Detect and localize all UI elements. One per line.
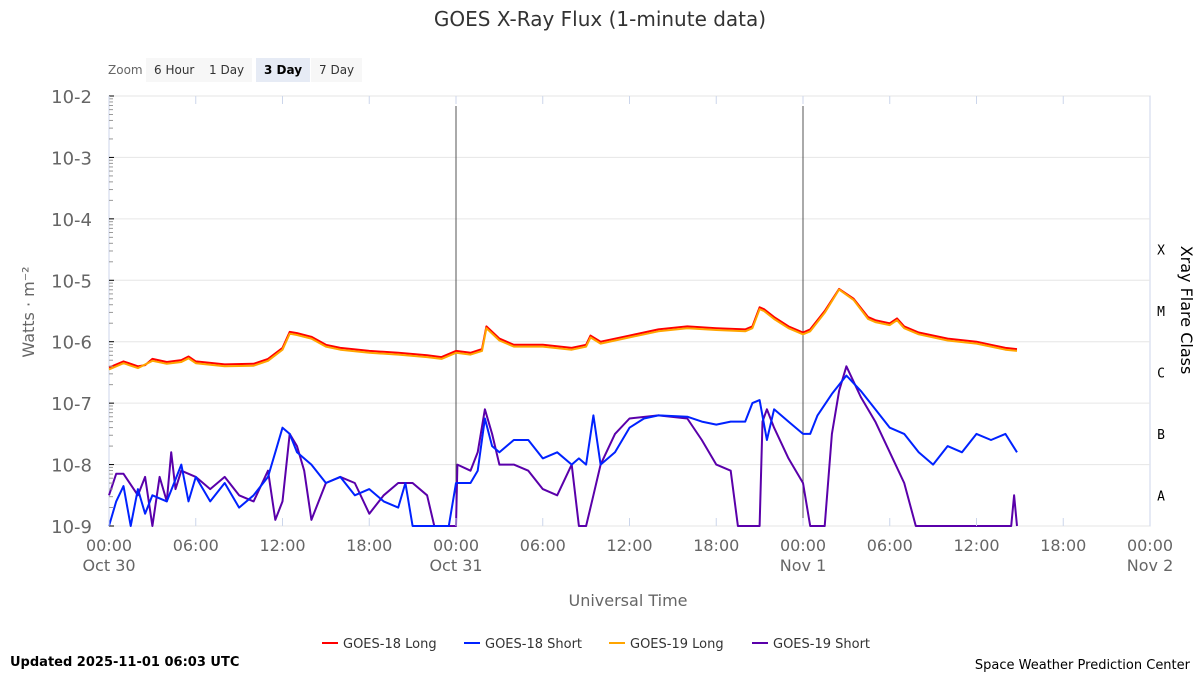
y-tick-label: 10-2 — [51, 87, 92, 108]
credit-text: Space Weather Prediction Center — [975, 658, 1191, 673]
y-tick-label: 10-7 — [51, 394, 92, 415]
x-tick-label: 06:00 — [520, 536, 566, 555]
zoom-7-day-button[interactable]: 7 Day — [311, 58, 363, 82]
zoom-1-day-button[interactable]: 1 Day — [201, 58, 253, 82]
updated-timestamp: Updated 2025-11-01 06:03 UTC — [10, 655, 239, 670]
legend-item[interactable]: GOES-18 Long — [322, 637, 437, 652]
x-tick-label: 12:00 — [953, 536, 999, 555]
legend-label: GOES-19 Short — [773, 637, 870, 652]
x-tick-label: 00:00 — [86, 536, 132, 555]
x-tick-label: 00:00 — [433, 536, 479, 555]
x-tick-label: 00:00 — [1127, 536, 1173, 555]
series-line-goes-18-long — [108, 287, 1018, 369]
y-tick-label: 10-4 — [51, 210, 92, 231]
y-tick-label: 10-9 — [51, 517, 92, 538]
x-axis-label: Universal Time — [568, 591, 687, 610]
x-tick-label: 12:00 — [606, 536, 652, 555]
chart-title: GOES X-Ray Flux (1-minute data) — [434, 7, 766, 31]
y-tick-label: 10-5 — [51, 271, 92, 292]
legend-item[interactable]: GOES-19 Short — [752, 637, 870, 652]
legend-item[interactable]: GOES-19 Long — [609, 637, 724, 652]
x-tick-label: 18:00 — [1040, 536, 1086, 555]
legend-label: GOES-19 Long — [630, 637, 724, 652]
x-tick-date-label: Nov 1 — [780, 556, 827, 575]
x-tick-date-label: Nov 2 — [1127, 556, 1174, 575]
zoom-6-hour-button[interactable]: 6 Hour — [146, 58, 203, 82]
flare-class-label: B — [1157, 428, 1165, 443]
y-axis-label: Watts · m⁻² — [19, 266, 38, 357]
legend-label: GOES-18 Short — [485, 637, 582, 652]
x-tick-date-label: Oct 31 — [429, 556, 482, 575]
flare-class-label: C — [1157, 366, 1165, 381]
legend-item[interactable]: GOES-18 Short — [464, 637, 582, 652]
flare-class-label: A — [1157, 489, 1165, 504]
x-tick-label: 06:00 — [173, 536, 219, 555]
zoom-label: Zoom — [108, 63, 143, 77]
flare-class-label: X — [1157, 244, 1165, 259]
y2-axis-label: Xray Flare Class — [1177, 246, 1196, 375]
x-tick-date-label: Oct 30 — [82, 556, 135, 575]
x-tick-label: 18:00 — [693, 536, 739, 555]
series-line-goes-19-short — [108, 365, 1018, 527]
x-tick-label: 00:00 — [780, 536, 826, 555]
plot-area — [108, 95, 1151, 527]
x-tick-label: 12:00 — [259, 536, 305, 555]
legend-label: GOES-18 Long — [343, 637, 437, 652]
series-line-goes-18-short — [108, 374, 1018, 527]
zoom-3-day-button[interactable]: 3 Day — [256, 58, 311, 82]
y-tick-label: 10-6 — [51, 333, 92, 354]
flare-class-label: M — [1157, 305, 1165, 320]
x-tick-label: 18:00 — [346, 536, 392, 555]
y-tick-label: 10-3 — [51, 148, 92, 169]
series-line-goes-19-long — [108, 288, 1018, 371]
y-tick-label: 10-8 — [51, 456, 92, 477]
x-tick-label: 06:00 — [867, 536, 913, 555]
